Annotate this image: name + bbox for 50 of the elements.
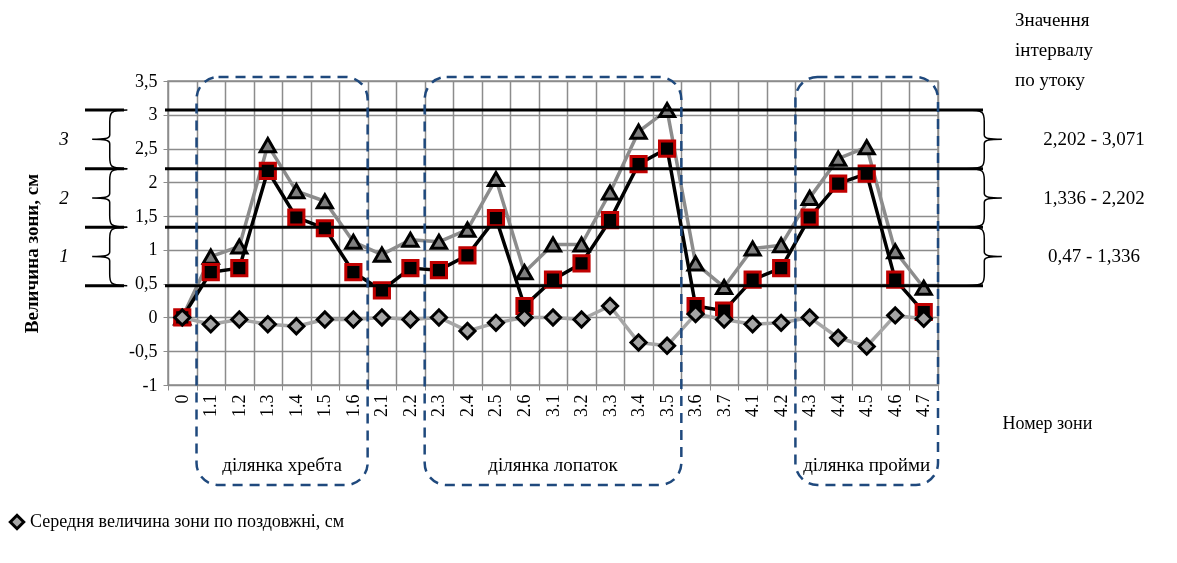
y-tick-label: 2	[148, 171, 158, 192]
x-tick-label: 4.5	[856, 394, 877, 417]
x-tick-label: 0	[171, 394, 192, 404]
x-tick-label: 1.6	[342, 394, 363, 417]
x-tick-label: 1.3	[257, 394, 278, 417]
x-tick-label: 4.7	[913, 394, 934, 417]
y-axis-title: Величина зони, см	[20, 173, 42, 334]
y-tick-label: 3,5	[135, 70, 158, 91]
x-tick-label: 4.3	[799, 394, 820, 417]
x-tick-label: 1.1	[200, 394, 221, 417]
y-tick-label: 2,5	[135, 138, 158, 159]
x-tick-label: 2.4	[456, 394, 477, 417]
y-tick-label: 1,5	[135, 205, 158, 226]
x-tick-label: 1.2	[228, 394, 249, 417]
text: 2,202 - 3,071	[1043, 128, 1145, 150]
y-tick-label: 1	[148, 239, 158, 260]
x-tick-label: 4.6	[884, 394, 905, 417]
text: 1,336 - 2,202	[1043, 186, 1145, 208]
text: ділянка лопаток	[488, 454, 619, 475]
x-tick-label: 3.2	[571, 394, 592, 417]
text: 2	[59, 186, 70, 208]
y-tick-label: -1	[142, 374, 158, 395]
text: ділянка пройми	[803, 454, 931, 475]
y-tick-label: 3	[148, 104, 158, 125]
legend-label: Середня величина зони по поздовжні, см	[30, 511, 345, 531]
y-tick-label: -0,5	[129, 340, 158, 361]
text: 0,47 - 1,336	[1048, 245, 1140, 267]
x-tick-label: 3.4	[628, 394, 649, 417]
text: Значення інтервалу по утоку	[1015, 9, 1094, 90]
x-tick-label: 4.4	[827, 394, 848, 417]
text: ділянка хребта	[222, 454, 343, 475]
text: 3	[58, 128, 69, 150]
x-tick-label: 2.2	[399, 394, 420, 417]
x-tick-label: 3.3	[599, 394, 620, 417]
x-axis-title: Номер зони	[1002, 412, 1093, 433]
x-tick-label: 3.5	[656, 394, 677, 417]
x-tick-label: 3.6	[685, 394, 706, 417]
x-tick-label: 2.5	[485, 394, 506, 417]
x-tick-label: 1.5	[314, 394, 335, 417]
y-tick-label: 0,5	[135, 273, 158, 294]
x-tick-label: 1.4	[285, 394, 306, 417]
x-tick-label: 4.2	[770, 394, 791, 417]
text: 1	[59, 245, 69, 267]
y-tick-label: 0	[148, 306, 158, 327]
x-tick-label: 2.1	[371, 394, 392, 417]
x-tick-label: 3.7	[713, 394, 734, 417]
x-tick-label: 2.3	[428, 394, 449, 417]
x-tick-label: 2.6	[513, 394, 534, 417]
x-tick-label: 3.1	[542, 394, 563, 417]
x-tick-label: 4.1	[742, 394, 763, 417]
